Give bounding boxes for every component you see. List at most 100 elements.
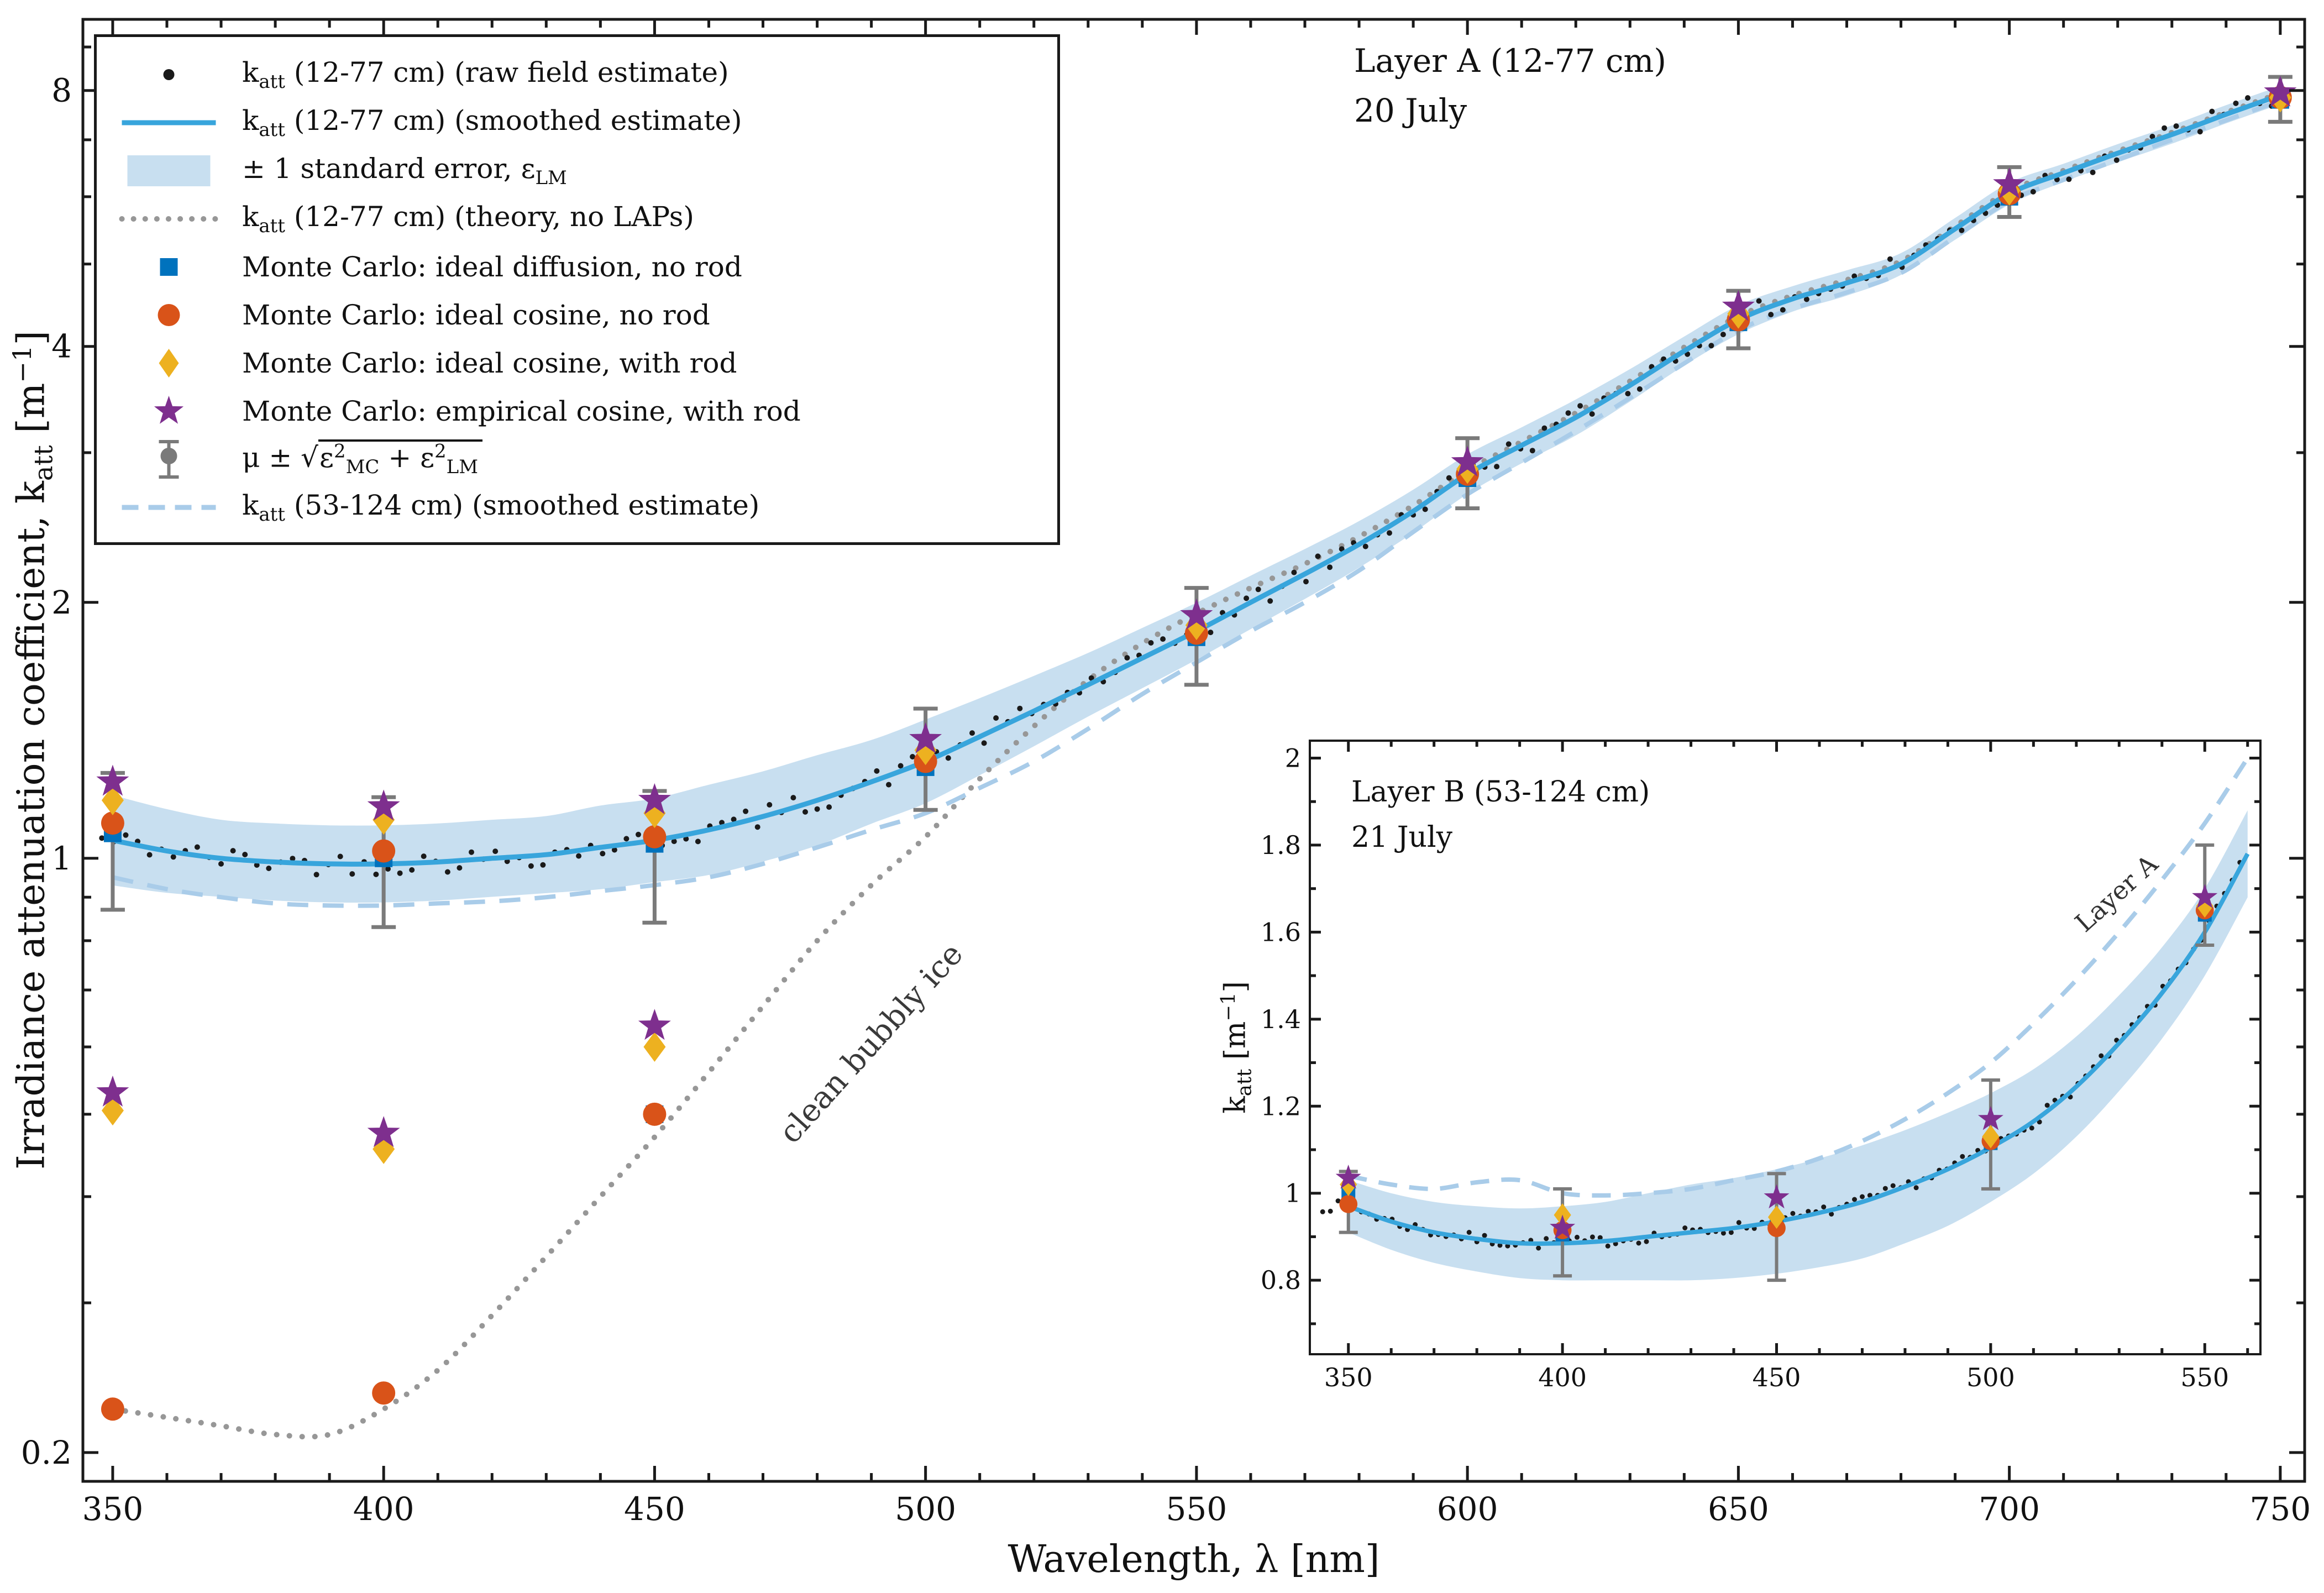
mc-circle-marker [372,839,396,863]
legend-mc-circle-icon [158,303,180,326]
mc-diamond-marker-clean-ice [643,1032,666,1062]
mc-star-marker [1977,1105,2003,1130]
inset-x-tick-label: 500 [1966,1363,2015,1392]
inset-y-tick-label: 1.8 [1261,830,1301,860]
mc-star-marker [96,764,129,796]
mc-circle-marker-clean-ice [372,1381,396,1405]
x-tick-label: 400 [353,1490,415,1528]
y-tick-label: 0.2 [21,1434,72,1471]
mc-star-marker [367,789,400,821]
clean-bubbly-ice-label: clean bubbly ice [772,936,970,1151]
legend-item-mc-circle: Monte Carlo: ideal cosine, no rod [112,291,1047,339]
legend-smoothed-icon [122,120,216,125]
inset-layer-a-dashed-curve [1347,757,2250,1198]
mc-star-marker [1550,1214,1576,1239]
inset-y-tick-label: 1 [1285,1178,1301,1208]
legend-item-mc-diamond: Monte Carlo: ideal cosine, with rod [112,339,1047,387]
x-tick-label: 500 [895,1490,956,1528]
y-tick-label: 1 [51,840,72,877]
mc-star-marker-clean-ice [638,1009,671,1040]
mc-star-marker [2192,884,2218,908]
mc-diamond-marker [1982,1125,2000,1149]
std-error-band [112,86,2280,903]
legend-item-errorbar: μ ± √ε2MC + ε2LM [112,435,1047,483]
legend-label: Monte Carlo: empirical cosine, with rod [242,395,801,427]
inset-plot-area [1320,757,2250,1282]
inset-y-tick-label: 1.4 [1261,1004,1301,1034]
x-tick-label: 750 [2250,1490,2311,1528]
mc-star-marker [1764,1184,1790,1209]
inset-x-tick-label: 450 [1753,1363,1801,1392]
x-tick-label: 600 [1437,1490,1498,1528]
mc-diamond-marker [101,785,124,815]
mc-star-marker [1722,290,1755,321]
inset-y-tick-label: 2 [1285,743,1301,773]
legend-label: Monte Carlo: ideal cosine, no rod [242,298,710,331]
monte-carlo-markers [96,75,2297,1421]
inset-layer-b-smoothed-curve [1347,852,2250,1246]
y-tick-label: 4 [51,328,72,365]
legend-label: katt (12-77 cm) (theory, no LAPs) [242,200,694,237]
legend-label: Monte Carlo: ideal cosine, with rod [242,347,737,379]
x-tick-label: 700 [1979,1490,2040,1528]
mc-diamond-marker [1767,1205,1786,1229]
inset-x-tick-label: 350 [1324,1363,1373,1392]
legend-label: katt (53-124 cm) (smoothed estimate) [242,489,760,526]
layer-a-annotation: Layer A (12-77 cm) [1354,42,1666,80]
mc-circle-marker-clean-ice [101,1397,124,1421]
inset-monte-carlo-markers [1335,843,2218,1282]
legend-band-icon [127,155,211,186]
mc-star-marker-clean-ice [96,1075,129,1107]
legend-item-band: ± 1 standard error, εLM [112,146,1047,195]
mc-star-marker [909,722,942,753]
main-axes: 350 400 450 500 550 600 650 700 750 0.2 1 2 4 8 [21,18,2311,1528]
legend-raw-icon [163,69,175,80]
legend-item-smoothed: katt (12-77 cm) (smoothed estimate) [112,98,1047,146]
inset-x-tick-label: 400 [1538,1363,1587,1392]
inset-y-tick-label: 0.8 [1261,1265,1301,1295]
legend-theory-icon [119,216,219,222]
inset-axes-box [1309,740,2262,1355]
mc-star-marker [1335,1165,1361,1189]
mc-circle-marker [643,825,667,848]
x-axis-label: Wavelength, λ [nm] [1008,1538,1380,1581]
legend-mc-diamond-icon [159,348,179,378]
legend-errorbar-icon [159,439,179,479]
legend-label: katt (12-77 cm) (raw field estimate) [242,56,729,93]
mc-star-marker [1180,598,1213,630]
layer-b-annotation: Layer B (53-124 cm) [1351,775,1650,809]
inset-y-axis-label: katt [m−1] [1217,981,1256,1114]
legend-label: μ ± √ε2MC + ε2LM [225,439,483,478]
legend-item-mc-star: Monte Carlo: empirical cosine, with rod [112,387,1047,435]
main-axes-box [81,18,2306,1483]
main-plot-area [96,75,2297,1440]
legend: katt (12-77 cm) (raw field estimate) katt… [94,34,1060,545]
x-tick-label: 350 [82,1490,144,1528]
y-axis-label: Irradiance attenuation coefficient, katt… [7,331,59,1170]
legend-mc-star-icon [154,395,184,424]
layer-a-smoothed-curve [112,92,2281,867]
x-tick-label: 550 [1166,1490,1227,1528]
mc-star-marker [2264,75,2297,107]
mc-circle-marker [101,811,124,835]
x-tick-label: 450 [624,1490,685,1528]
mc-star-marker [638,783,671,814]
inset-axes: 350 400 450 500 550 0.8 1 1.2 1.4 1.6 1.8 2 [1261,740,2262,1392]
y-tick-label: 8 [51,72,72,109]
mc-star-marker [1451,446,1484,477]
theory-curve [109,90,2283,1440]
inset-y-tick-label: 1.6 [1261,917,1301,947]
legend-label: ± 1 standard error, εLM [242,152,567,189]
inset-x-tick-label: 550 [2180,1363,2229,1392]
inset-date-annotation: 21 July [1351,821,1453,854]
mc-star-marker-clean-ice [367,1116,400,1147]
legend-item-dashed: katt (53-124 cm) (smoothed estimate) [112,483,1047,531]
legend-dashed-icon [122,505,216,510]
mc-circle-marker [1339,1195,1358,1213]
y-tick-label: 2 [51,584,72,621]
legend-item-raw: katt (12-77 cm) (raw field estimate) [112,50,1047,98]
date-annotation: 20 July [1354,92,1467,129]
legend-label: Monte Carlo: ideal diffusion, no rod [242,250,742,283]
